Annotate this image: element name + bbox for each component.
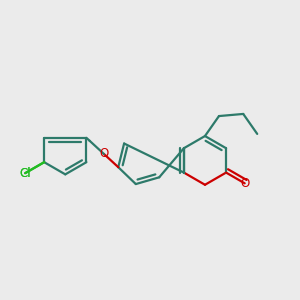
Text: Cl: Cl [20, 167, 31, 180]
Text: Cl: Cl [20, 167, 31, 180]
Text: O: O [240, 177, 249, 190]
Text: O: O [99, 148, 109, 160]
